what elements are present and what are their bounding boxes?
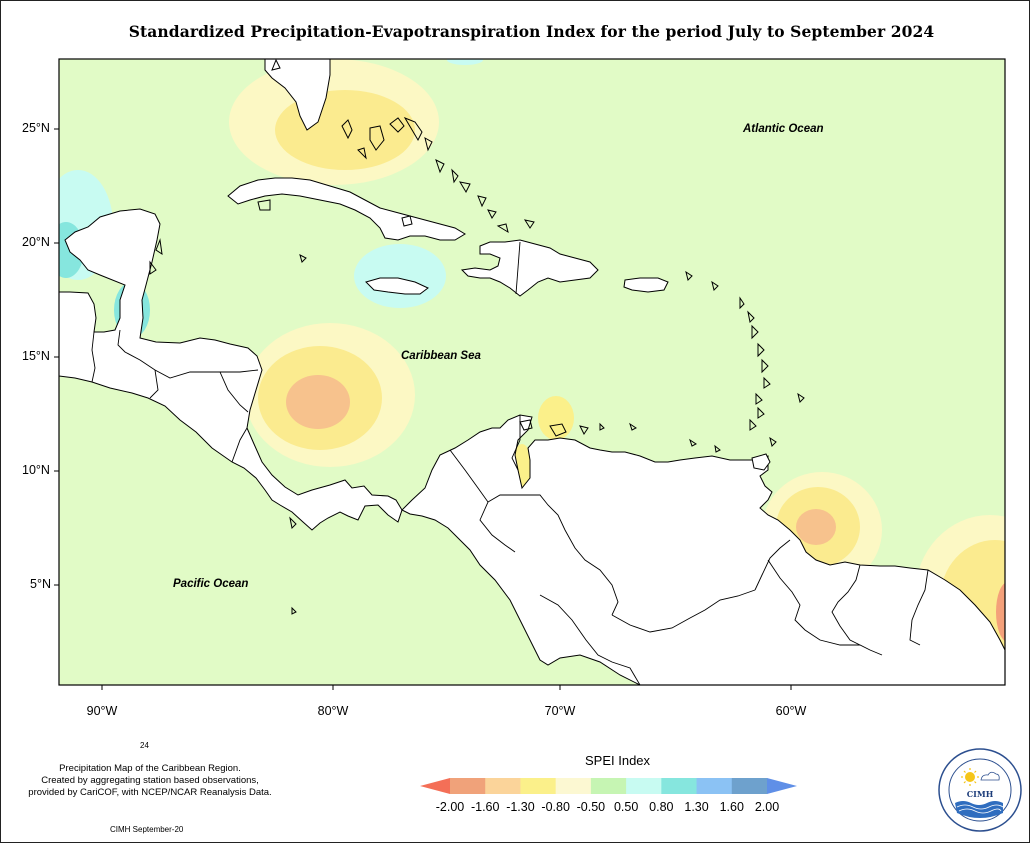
french-guiana-dry-inner [996,582,1005,642]
map-border [58,58,1006,686]
colorbar-segment [555,778,592,794]
logo-text: CIMH [967,789,994,799]
colorbar-segment [520,778,557,794]
lat-label-15n: 15°N [22,349,50,363]
aruba-dry [538,396,574,440]
legend-tick-label: -0.50 [576,800,606,814]
atlantic-ocean-label: Atlantic Ocean [743,123,824,135]
footnote-text: Precipitation Map of the Caribbean Regio… [5,763,295,799]
jamaica-wet [354,244,446,308]
footnote-line-2: Created by aggregating station based obs… [41,775,259,786]
legend-tick-label: 1.60 [719,800,744,814]
legend-tick-label: 0.50 [613,800,639,814]
puerto-rico-land [623,277,669,293]
footnote-line-3: provided by CariCOF, with NCEP/NCAR Rean… [28,787,272,798]
credit-text: CIMH September-20 [110,825,184,834]
lon-label-70w: 70°W [544,704,576,718]
spei-colorbar [420,778,797,794]
nicaragua-dry-inner [286,375,350,429]
colorbar-segment [661,778,698,794]
bahamas-blue-strip [447,59,483,65]
legend-tick-label: 0.80 [649,800,674,814]
colorbar-segment [590,778,627,794]
pacific-ocean-label: Pacific Ocean [173,578,249,590]
colorbar-segment [485,778,521,794]
axis-ticks [54,128,792,690]
legend-title: SPEI Index [585,753,651,768]
jamaica-land [365,277,429,295]
lon-label-60w: 60°W [775,704,807,718]
lat-label-10n: 10°N [22,463,50,477]
colorbar-segment [696,778,733,794]
colorbar-segment [450,778,486,794]
guyana-dry-inner [796,509,836,545]
footnote-line-1: Precipitation Map of the Caribbean Regio… [59,763,241,774]
colorbar-segment [626,778,662,794]
legend-tick-label: 2.00 [754,800,780,814]
lon-label-80w: 80°W [317,704,349,718]
footnote-number: 24 [140,741,149,750]
hispaniola-land [460,239,599,297]
legend-tick-label: -1.30 [506,800,535,814]
trinidad-land [751,453,771,471]
lon-label-90w: 90°W [86,704,118,718]
legend-tick-label: 1.30 [684,800,709,814]
colorbar-segment [731,778,768,794]
map-title: Standardized Precipitation-Evapotranspir… [128,22,935,41]
lat-label-5n: 5°N [30,577,51,591]
lat-label-20n: 20°N [22,235,50,249]
legend-tick-label: -0.80 [541,800,570,814]
colorbar-arrow-high [767,778,797,794]
central-america-land [59,208,403,531]
legend-tick-label: -2.00 [435,800,465,814]
small-islands [149,59,805,615]
central-america-borders [117,329,259,379]
cimh-logo-icon: CIMH [938,748,1022,832]
legend-tick-label: -1.60 [470,800,500,814]
colorbar-arrow-low [420,778,450,794]
cuba-land [227,177,466,241]
south-america-borders [449,415,929,685]
lat-label-25n: 25°N [22,121,50,135]
caribbean-sea-label: Caribbean Sea [401,350,481,362]
florida-land [264,59,331,131]
